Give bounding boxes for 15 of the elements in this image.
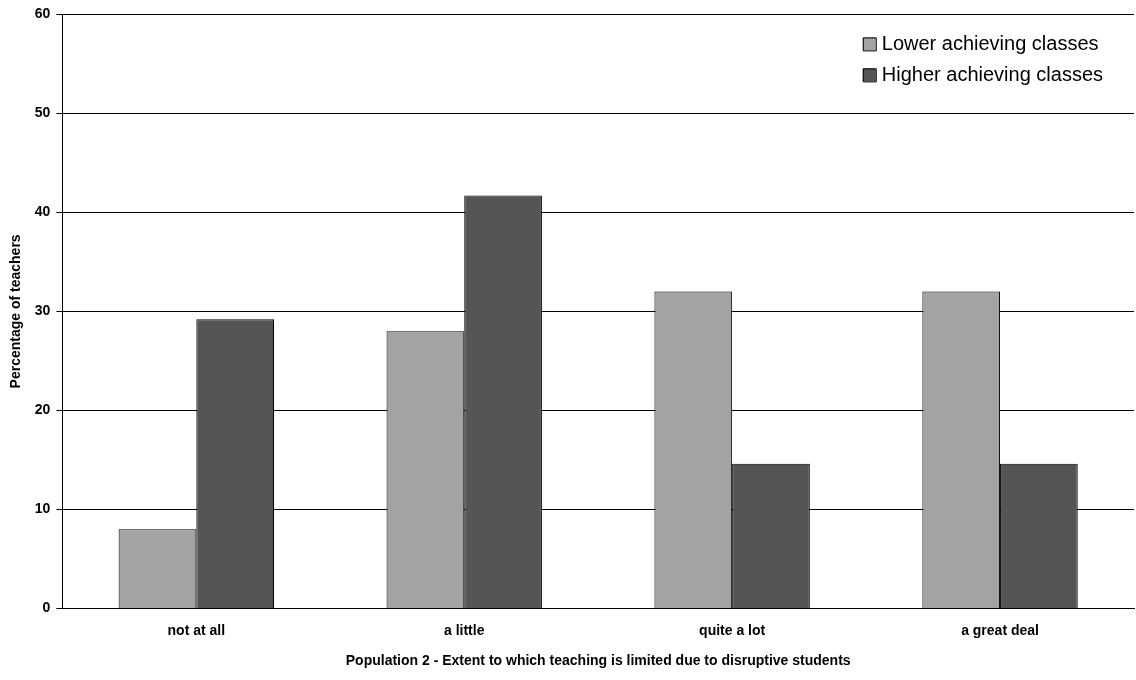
- x-axis-title: Population 2 - Extent to which teaching is limited due to disruptive students: [345, 652, 851, 669]
- y-tick-label: 10: [34, 500, 51, 517]
- legend-label: Higher achieving classes: [881, 62, 1104, 85]
- y-tick-label: 0: [42, 599, 51, 616]
- y-axis-title: Percentage of teachers: [7, 234, 24, 389]
- x-tick-label: a great deal: [961, 621, 1039, 638]
- legend-label: Lower achieving classes: [881, 31, 1099, 54]
- y-tick-label: 60: [34, 5, 51, 22]
- x-tick-label: a little: [444, 621, 485, 638]
- x-tick-label: not at all: [167, 621, 226, 638]
- y-tick-label: 30: [34, 302, 51, 319]
- y-tick-label: 20: [34, 401, 51, 418]
- y-tick-label: 50: [34, 104, 51, 121]
- y-tick-label: 40: [34, 203, 51, 220]
- x-tick-label: quite a lot: [699, 621, 766, 638]
